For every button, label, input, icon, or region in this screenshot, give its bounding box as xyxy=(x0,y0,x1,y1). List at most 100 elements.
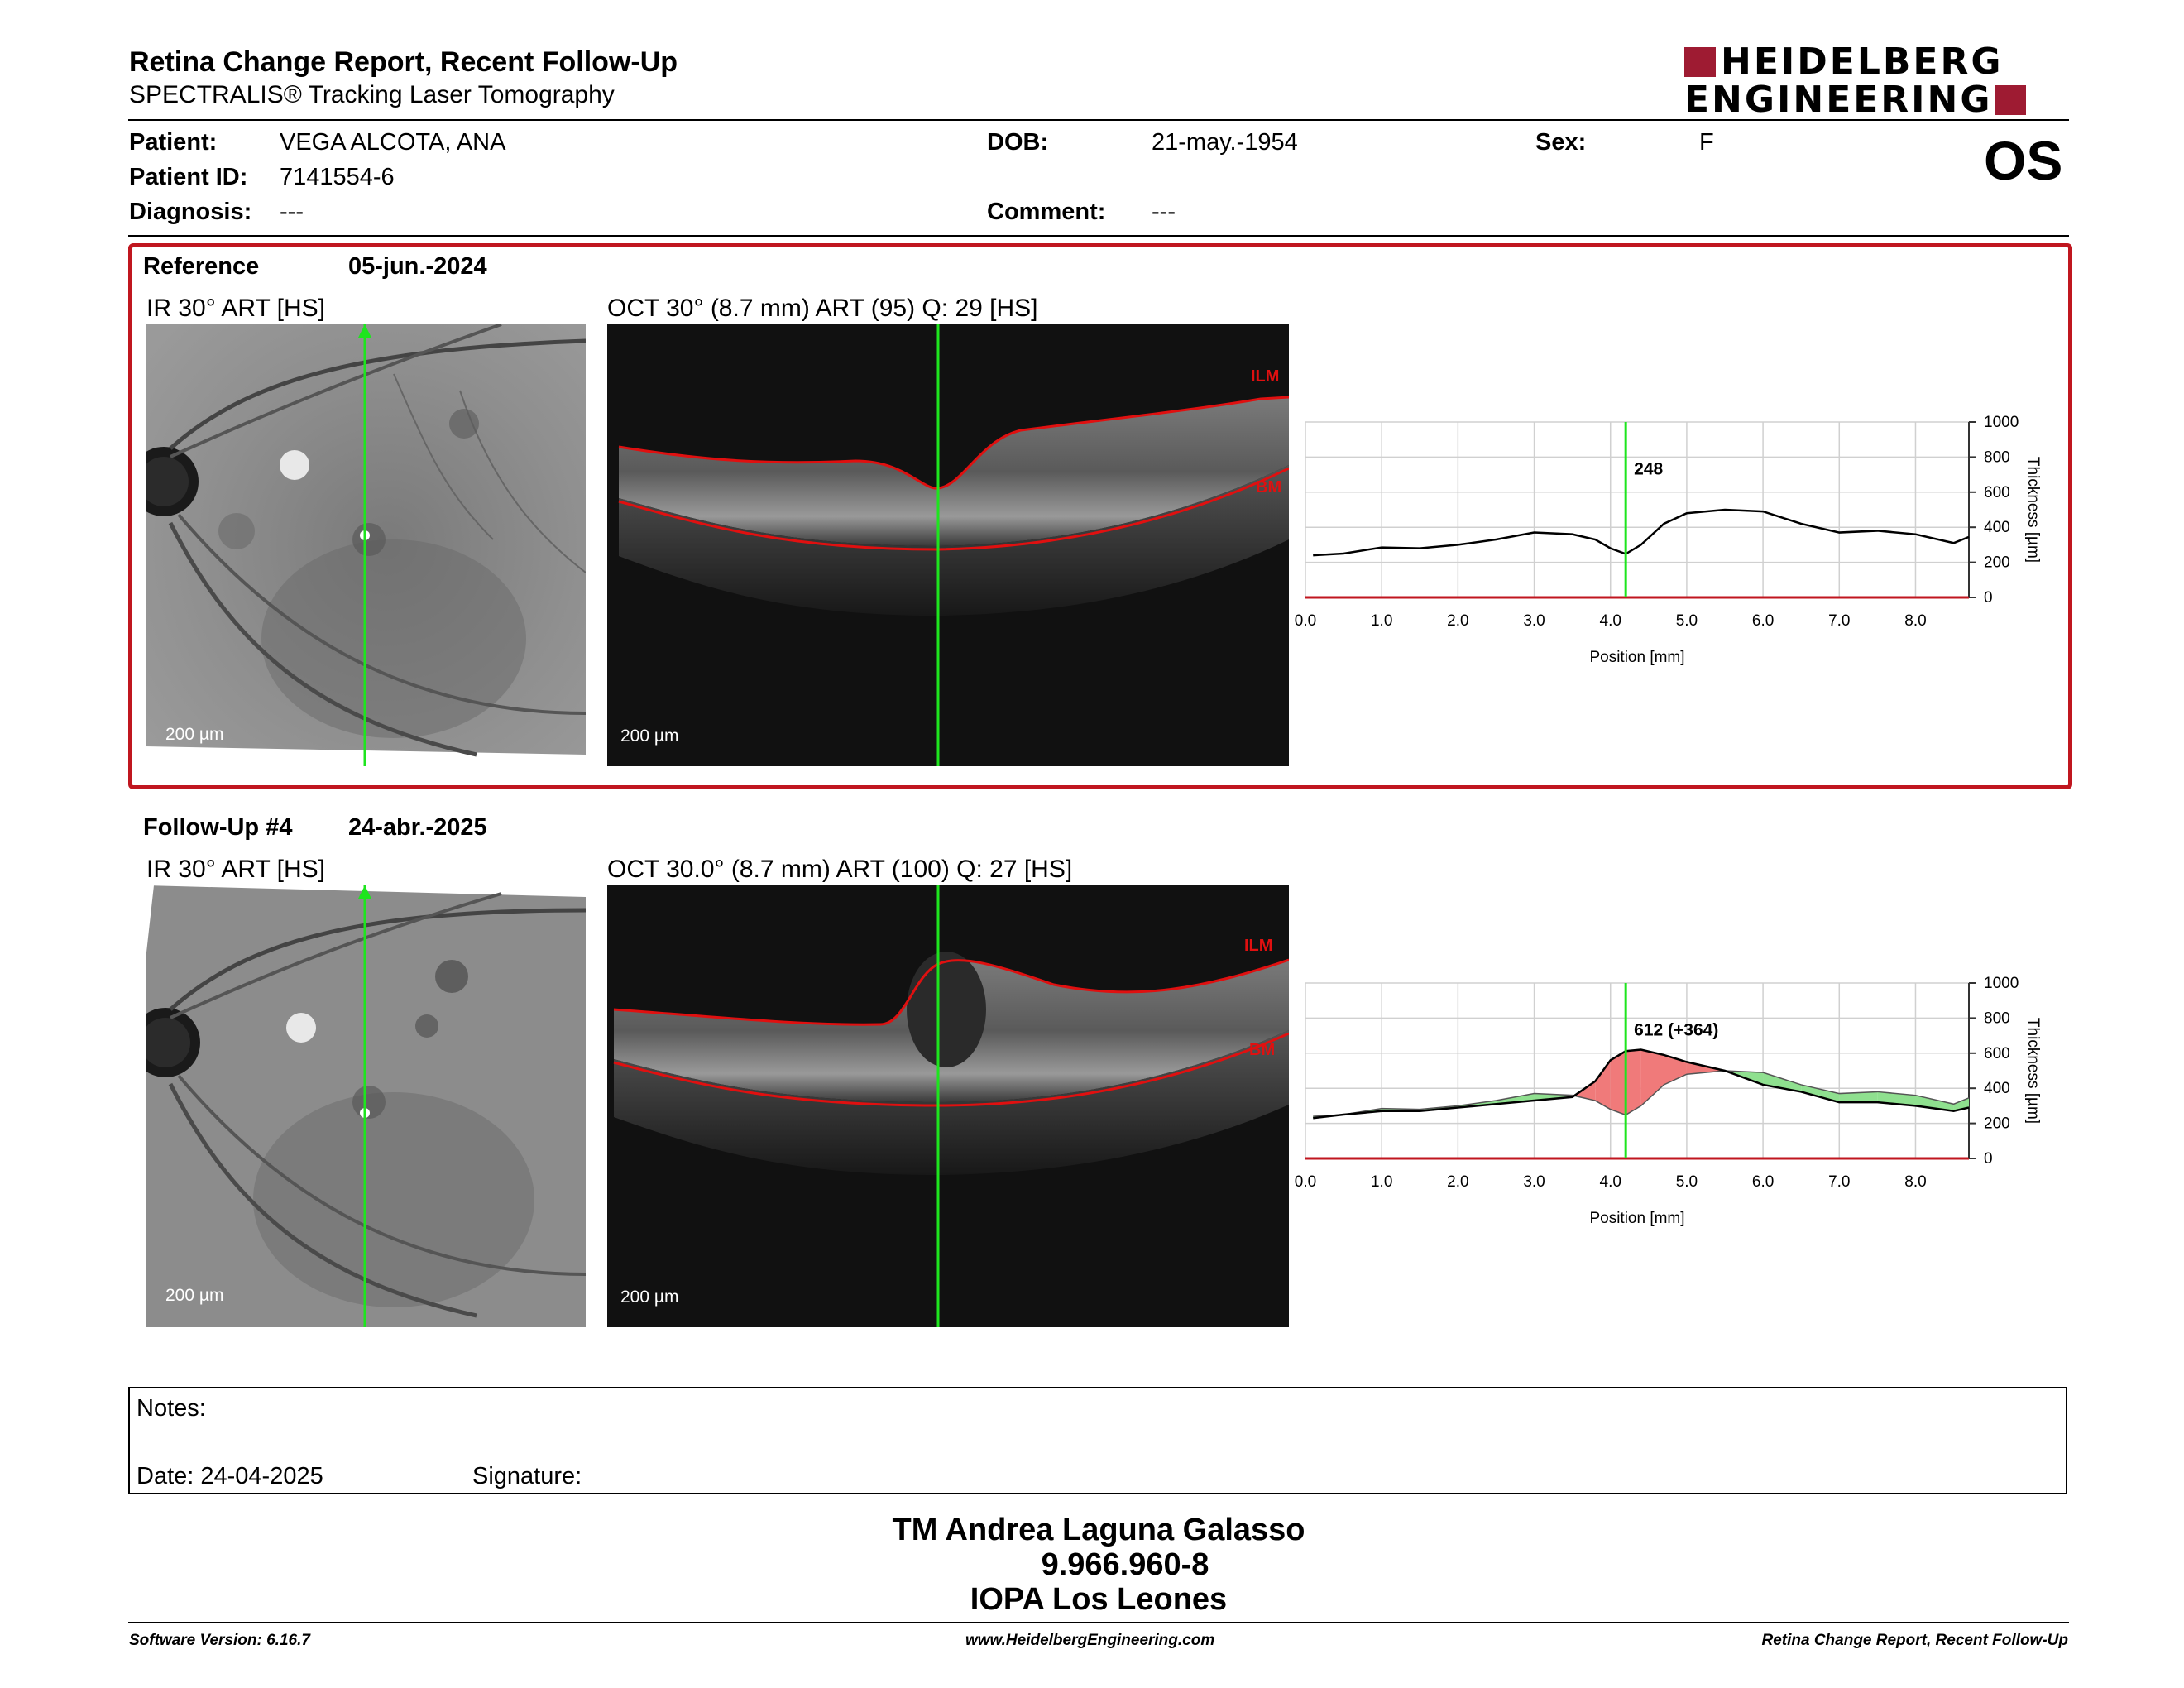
scale-bar-label: 200 µm xyxy=(165,725,224,744)
difference-area xyxy=(1801,1084,1840,1103)
y-tick-label: 600 xyxy=(1984,1045,2010,1062)
x-tick-label: 1.0 xyxy=(1371,1173,1392,1191)
x-tick-label: 6.0 xyxy=(1752,612,1774,630)
scale-bar-label: 200 µm xyxy=(620,1288,679,1307)
y-tick-label: 400 xyxy=(1984,1080,2010,1097)
difference-area xyxy=(1915,1095,1954,1111)
dob-label: DOB: xyxy=(987,129,1049,156)
difference-area xyxy=(1496,1093,1535,1105)
comment-label: Comment: xyxy=(987,199,1106,225)
x-tick-label: 7.0 xyxy=(1828,612,1850,630)
x-tick-label: 4.0 xyxy=(1600,612,1621,630)
signer-org: IOPA Los Leones xyxy=(970,1582,1228,1617)
ir-fundus-image: 200 µm xyxy=(146,324,586,766)
ilm-label: ILM xyxy=(1251,367,1280,386)
y-tick-label: 200 xyxy=(1984,1115,2010,1133)
bm-label: BM xyxy=(1256,478,1282,496)
x-tick-label: 6.0 xyxy=(1752,1173,1774,1191)
y-tick-label: 800 xyxy=(1984,448,2010,466)
difference-area xyxy=(1640,1049,1664,1106)
x-tick-label: 8.0 xyxy=(1904,1173,1926,1191)
report-subtitle: SPECTRALIS® Tracking Laser Tomography xyxy=(129,81,615,108)
x-tick-label: 2.0 xyxy=(1447,1173,1468,1191)
y-tick-label: 0 xyxy=(1984,589,1993,607)
oct-bscan-image: ILM BM 200 µm xyxy=(607,885,1289,1327)
report-title: Retina Change Report, Recent Follow-Up xyxy=(129,46,678,78)
x-tick-label: 4.0 xyxy=(1600,1173,1621,1191)
divider xyxy=(128,119,2069,121)
difference-area xyxy=(1664,1054,1687,1085)
notes-date: Date: 24-04-2025 xyxy=(136,1463,323,1489)
cursor-value-label: 248 xyxy=(1634,460,1663,479)
x-tick-label: 3.0 xyxy=(1523,1173,1545,1191)
ir-image-title: IR 30° ART [HS] xyxy=(146,295,325,322)
notes-label: Notes: xyxy=(136,1395,206,1422)
thickness-profile-chart: 0.0 1.0 2.0 3.0 4.0 5.0 6.0 7.0 8.0 0 200 400 600 800… xyxy=(1295,414,2042,666)
logo-square-icon xyxy=(1994,85,2026,115)
divider xyxy=(128,235,2069,237)
reference-series-line xyxy=(1313,1070,1970,1117)
thickness-change-chart: 0.0 1.0 2.0 3.0 4.0 5.0 6.0 7.0 8.0 0 200 400 600 800… xyxy=(1295,975,2042,1227)
oct-image-title: OCT 30° (8.7 mm) ART (95) Q: 29 [HS] xyxy=(607,295,1038,322)
ilm-label: ILM xyxy=(1244,937,1273,955)
patient-label: Patient: xyxy=(129,129,218,156)
thickness-series-line xyxy=(1313,508,1970,557)
ir-image-title: IR 30° ART [HS] xyxy=(146,856,325,883)
difference-area xyxy=(1763,1072,1802,1092)
report-name: Retina Change Report, Recent Follow-Up xyxy=(1761,1632,2068,1649)
thickness-series-line xyxy=(1313,1048,1970,1120)
divider xyxy=(128,1622,2069,1623)
software-version: Software Version: 6.16.7 xyxy=(129,1632,310,1649)
difference-area xyxy=(1595,1060,1611,1110)
y-tick-label: 0 xyxy=(1984,1150,1993,1168)
x-axis-label: Position [mm] xyxy=(1589,649,1684,666)
followup-label: Follow-Up #4 xyxy=(143,814,293,841)
y-tick-label: 600 xyxy=(1984,484,2010,501)
difference-area xyxy=(1839,1091,1878,1103)
diagnosis-label: Diagnosis: xyxy=(129,199,252,225)
oct-image-title: OCT 30.0° (8.7 mm) ART (100) Q: 27 [HS] xyxy=(607,856,1073,883)
x-tick-label: 5.0 xyxy=(1676,612,1698,630)
bm-label: BM xyxy=(1249,1041,1276,1059)
sex-label: Sex: xyxy=(1535,129,1587,156)
signature-label: Signature: xyxy=(472,1463,582,1489)
y-axis-label: Thickness [µm] xyxy=(2024,457,2042,563)
x-tick-label: 0.0 xyxy=(1295,1173,1316,1191)
logo-square-icon xyxy=(1684,47,1716,77)
difference-area xyxy=(1626,1049,1641,1115)
x-tick-label: 1.0 xyxy=(1371,612,1392,630)
patient-name: VEGA ALCOTA, ANA xyxy=(280,129,506,156)
sex-value: F xyxy=(1699,129,1714,156)
eye-indicator: OS xyxy=(1984,130,2063,191)
x-tick-label: 7.0 xyxy=(1828,1173,1850,1191)
patient-id: 7141554-6 xyxy=(280,164,395,190)
difference-area xyxy=(1610,1051,1626,1115)
y-tick-label: 800 xyxy=(1984,1009,2010,1027)
comment-value: --- xyxy=(1152,199,1176,225)
y-tick-label: 1000 xyxy=(1984,975,2019,992)
reference-date: 05-jun.-2024 xyxy=(348,253,487,280)
cursor-value-label: 612 (+364) xyxy=(1634,1021,1718,1040)
y-tick-label: 1000 xyxy=(1984,414,2019,431)
x-tick-label: 8.0 xyxy=(1904,612,1926,630)
dob-value: 21-may.-1954 xyxy=(1152,129,1298,156)
signer-id: 9.966.960-8 xyxy=(1041,1547,1209,1582)
y-tick-label: 400 xyxy=(1984,519,2010,536)
x-tick-label: 3.0 xyxy=(1523,612,1545,630)
scale-bar-label: 200 µm xyxy=(620,727,679,746)
x-tick-label: 0.0 xyxy=(1295,612,1316,630)
heidelberg-logo: HEIDELBERG ENGINEERING xyxy=(1684,44,2067,119)
diagnosis-value: --- xyxy=(280,199,304,225)
reference-frame xyxy=(128,243,2072,789)
website-link[interactable]: www.HeidelbergEngineering.com xyxy=(965,1632,1215,1649)
notes-box[interactable]: Notes: Date: 24-04-2025 Signature: xyxy=(128,1387,2067,1494)
reference-label: Reference xyxy=(143,253,260,280)
y-tick-label: 200 xyxy=(1984,554,2010,572)
y-axis-label: Thickness [µm] xyxy=(2024,1018,2042,1124)
x-tick-label: 2.0 xyxy=(1447,612,1468,630)
oct-bscan-image: ILM BM 200 µm xyxy=(607,324,1289,766)
followup-date: 24-abr.-2025 xyxy=(348,814,487,841)
x-tick-label: 5.0 xyxy=(1676,1173,1698,1191)
signer-name: TM Andrea Laguna Galasso xyxy=(892,1513,1305,1547)
ir-fundus-image: 200 µm xyxy=(146,885,586,1327)
